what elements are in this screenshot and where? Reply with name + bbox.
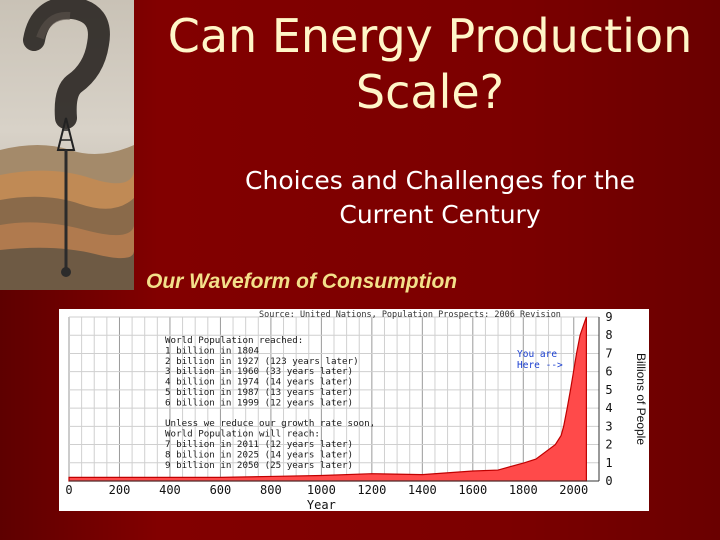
x-tick-label: 2000 [559,483,588,497]
source-note: Source: United Nations, Population Prosp… [259,310,561,320]
callout-text: You are [517,349,557,360]
x-tick-label: 400 [159,483,181,497]
y-tick-label: 2 [605,438,612,452]
y-tick-label: 4 [605,401,612,415]
x-tick-label: 1000 [307,483,336,497]
title-line-1: Can Energy Production [167,9,693,63]
section-heading: Our Waveform of Consumption [146,270,458,293]
x-tick-label: 1200 [357,483,386,497]
oil-derrick-icon [56,117,76,277]
x-axis-label: Year [307,498,336,511]
annotation-line: 1 billion in 1804 [165,345,260,356]
question-mark-smoke-icon [0,0,134,290]
annotation-line: World Population reached: [165,335,303,346]
x-tick-label: 800 [260,483,282,497]
y-tick-label: 0 [605,474,612,488]
annotation-line: 6 billion in 1999 (12 years later) [165,397,353,408]
y-tick-label: 9 [605,310,612,324]
population-chart-svg: Source: United Nations, Population Prosp… [65,310,648,511]
x-tick-label: 200 [109,483,131,497]
y-axis-label: Billions of People [634,353,648,445]
population-area [68,316,587,482]
title-line-2: Scale? [355,65,505,119]
y-tick-label: 5 [605,383,612,397]
population-chart: Source: United Nations, Population Prosp… [59,309,649,511]
x-tick-label: 1800 [509,483,538,497]
annotation-line: Unless we reduce our growth rate soon, [165,418,375,429]
annotation-line: 7 billion in 2011 (12 years later) [165,439,353,450]
subtitle-line-2: Current Century [339,200,541,229]
slide-subtitle: Choices and Challenges for the Current C… [200,164,680,232]
x-tick-label: 1600 [458,483,487,497]
y-tick-label: 6 [605,365,612,379]
x-tick-label: 600 [210,483,232,497]
annotation-line: 3 billion in 1960 (33 years later) [165,366,353,377]
slide-title: Can Energy Production Scale? [140,8,720,120]
annotation-line: 8 billion in 2025 (14 years later) [165,449,353,460]
annotation-line: 4 billion in 1974 (14 years later) [165,377,353,388]
annotation-line: 5 billion in 1987 (13 years later) [165,387,353,398]
annotation-line: 9 billion in 2050 (25 years later) [165,460,353,471]
decorative-panel [0,0,134,290]
callout-text: Here --> [517,360,563,371]
annotation-line: World Population will reach: [165,429,320,440]
x-tick-label: 0 [65,483,72,497]
y-tick-label: 8 [605,328,612,342]
y-tick-label: 7 [605,346,612,360]
y-tick-label: 3 [605,419,612,433]
annotation-line: 2 billion in 1927 (123 years later) [165,356,359,367]
subtitle-line-1: Choices and Challenges for the [245,166,635,195]
y-tick-label: 1 [605,456,612,470]
x-tick-label: 1400 [408,483,437,497]
